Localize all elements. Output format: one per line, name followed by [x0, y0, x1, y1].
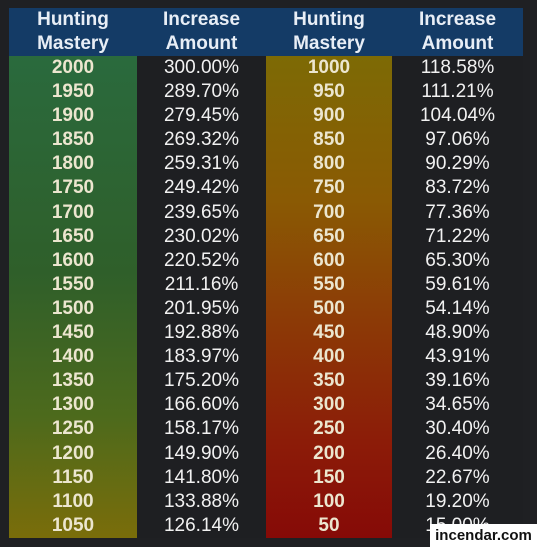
header-line: Mastery: [37, 33, 109, 54]
table-header: Hunting Mastery Increase Amount Hunting …: [9, 8, 523, 56]
table-cell: 30.40%: [425, 418, 490, 440]
table-cell: 211.16%: [164, 273, 239, 295]
table-cell: 279.45%: [163, 105, 239, 127]
table-cell: 650: [313, 225, 345, 247]
table-cell: 71.22%: [425, 225, 490, 247]
table-cell: 269.32%: [163, 129, 239, 151]
mastery-table: Hunting Mastery Increase Amount Hunting …: [9, 8, 523, 538]
table-cell: 158.17%: [163, 418, 239, 440]
table-cell: 200: [313, 442, 345, 464]
header-line: Amount: [165, 33, 238, 54]
table-cell: 201.95%: [163, 297, 239, 319]
table-cell: 1200: [51, 442, 95, 464]
table-cell: 550: [313, 273, 345, 295]
table-cell: 104.04%: [419, 105, 495, 127]
table-cell: 90.29%: [425, 153, 490, 175]
table-cell: 26.40%: [425, 442, 490, 464]
header-hunting-mastery-1: Hunting Mastery: [9, 8, 137, 56]
table-cell: 65.30%: [425, 249, 490, 271]
table-cell: 19.20%: [425, 490, 490, 512]
table-cell: 1800: [51, 153, 95, 175]
right-mastery-column: 1000 950 900 850 800 750 700 650 600 550 500 450 400…: [266, 56, 392, 538]
table-cell: 350: [313, 370, 345, 392]
table-cell: 50: [318, 514, 340, 536]
table-cell: 126.14%: [163, 514, 239, 536]
table-cell: 1850: [51, 129, 95, 151]
table-cell: 1350: [51, 370, 95, 392]
header-increase-amount-1: Increase Amount: [137, 8, 266, 56]
table-cell: 149.90%: [163, 442, 239, 464]
table-cell: 220.52%: [163, 249, 239, 271]
header-line: Mastery: [293, 33, 365, 54]
table-cell: 2000: [51, 57, 95, 78]
table-cell: 450: [313, 322, 345, 344]
table-cell: 77.36%: [425, 201, 490, 223]
table-cell: 133.88%: [163, 490, 239, 512]
header-line: Hunting: [293, 9, 365, 30]
header-increase-amount-2: Increase Amount: [392, 8, 523, 56]
table-cell: 900: [313, 105, 345, 127]
table-cell: 850: [313, 129, 345, 151]
table-cell: 750: [313, 177, 345, 199]
table-cell: 39.16%: [425, 370, 490, 392]
table-cell: 400: [313, 346, 345, 368]
header-line: Amount: [421, 33, 494, 54]
table-cell: 1600: [51, 249, 95, 271]
table-cell: 1950: [51, 81, 95, 103]
table-cell: 1700: [51, 201, 95, 223]
table-cell: 1400: [51, 346, 95, 368]
table-cell: 166.60%: [163, 394, 239, 416]
table-cell: 48.90%: [425, 322, 490, 344]
table-cell: 950: [313, 81, 345, 103]
table-cell: 800: [313, 153, 345, 175]
table-cell: 250: [313, 418, 345, 440]
header-line: Increase: [162, 9, 241, 30]
table-cell: 1150: [52, 466, 94, 488]
header-line: Hunting: [37, 9, 109, 30]
right-increase-column: 118.58% 111.21% 104.04% 97.06% 90.29% 83.72% 7…: [392, 56, 523, 538]
table-cell: 1500: [51, 297, 95, 319]
table-cell: 43.91%: [425, 346, 490, 368]
table-cell: 83.72%: [425, 177, 490, 199]
table-cell: 259.31%: [163, 153, 239, 175]
table-cell: 1250: [51, 418, 95, 440]
table-cell: 500: [313, 297, 345, 319]
table-cell: 239.65%: [163, 201, 239, 223]
table-cell: 1050: [51, 514, 95, 536]
header-line: Increase: [418, 9, 497, 30]
table-cell: 600: [313, 249, 345, 271]
table-cell: 22.67%: [425, 466, 490, 488]
table-cell: 100: [313, 490, 345, 512]
table-cell: 300.00%: [163, 57, 239, 78]
table-cell: 1750: [51, 177, 95, 199]
table-cell: 183.97%: [163, 346, 239, 368]
table-cell: 289.70%: [163, 81, 239, 103]
table-cell: 1550: [51, 273, 95, 295]
table-cell: 34.65%: [425, 394, 490, 416]
table-cell: 111.21%: [421, 81, 494, 103]
table-cell: 150: [313, 466, 345, 488]
table-cell: 1450: [51, 322, 95, 344]
table-cell: 249.42%: [163, 177, 239, 199]
table-cell: 230.02%: [163, 225, 239, 247]
watermark: incendar.com: [430, 524, 537, 547]
table-cell: 192.88%: [163, 322, 239, 344]
table-cell: 300: [313, 394, 345, 416]
table-cell: 1000: [307, 57, 351, 78]
table-cell: 118.58%: [420, 57, 495, 78]
table-cell: 700: [313, 201, 345, 223]
left-mastery-column: 2000 1950 1900 1850 1800 1750 1700 1650 1600 1550…: [9, 56, 137, 538]
table-cell: 59.61%: [425, 273, 490, 295]
table-cell: 54.14%: [425, 297, 490, 319]
table-cell: 1300: [51, 394, 95, 416]
header-hunting-mastery-2: Hunting Mastery: [266, 8, 392, 56]
left-increase-column: 300.00% 289.70% 279.45% 269.32% 259.31% 249.4…: [137, 56, 266, 538]
table-cell: 141.80%: [163, 466, 239, 488]
table-cell: 1650: [51, 225, 95, 247]
table-cell: 175.20%: [163, 370, 239, 392]
table-cell: 1900: [51, 105, 95, 127]
table-cell: 1100: [52, 490, 94, 512]
table-cell: 97.06%: [425, 129, 490, 151]
